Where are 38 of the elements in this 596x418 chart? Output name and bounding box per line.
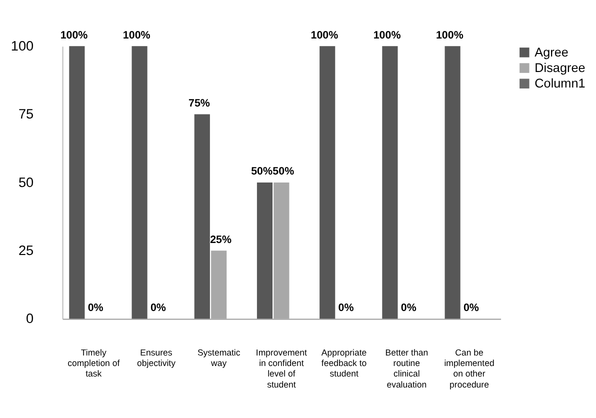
x-tick-label: Can be implemented on other procedure xyxy=(444,347,494,390)
bar xyxy=(132,46,148,319)
data-label: 100% xyxy=(122,29,151,42)
data-label: 0% xyxy=(88,302,104,314)
x-tick-label: Ensures objectivity xyxy=(137,347,176,368)
x-tick-label: Appropriate feedback to student xyxy=(321,347,367,379)
x-tick-label: Timely completion of task xyxy=(68,347,120,379)
data-label: 75% xyxy=(188,97,210,110)
y-tick-label: 75 xyxy=(18,106,34,122)
bar xyxy=(194,114,210,319)
x-tick-label: Systematic way xyxy=(197,347,241,368)
y-tick-label: 0 xyxy=(26,311,34,326)
data-label: 0% xyxy=(400,302,417,314)
data-label: 100% xyxy=(310,29,339,42)
y-tick-label: 50 xyxy=(18,174,34,190)
legend-label: Agree xyxy=(534,45,568,60)
data-label: 50% xyxy=(272,166,295,178)
data-label: 100% xyxy=(373,29,402,42)
data-label: 0% xyxy=(150,302,166,314)
data-label: 0% xyxy=(338,302,354,314)
legend-label: Column1 xyxy=(534,76,586,91)
bar xyxy=(69,46,85,319)
bar xyxy=(256,182,273,319)
y-tick-label: 25 xyxy=(18,243,34,258)
bar xyxy=(274,182,290,319)
data-label: 100% xyxy=(436,29,464,42)
bar xyxy=(382,46,398,319)
x-tick-label: Improvement in confident level of student xyxy=(256,347,308,390)
data-label: 0% xyxy=(463,302,480,314)
bar xyxy=(211,250,227,319)
bar xyxy=(320,46,336,319)
x-tick-label: Better than routine clinical evaluation xyxy=(385,347,428,390)
bar xyxy=(444,46,460,319)
data-label: 100% xyxy=(60,29,88,42)
legend-label: Disagree xyxy=(534,60,586,75)
data-label: 25% xyxy=(210,234,232,246)
y-tick-label: 100 xyxy=(10,38,34,54)
data-label: 50% xyxy=(251,166,274,178)
